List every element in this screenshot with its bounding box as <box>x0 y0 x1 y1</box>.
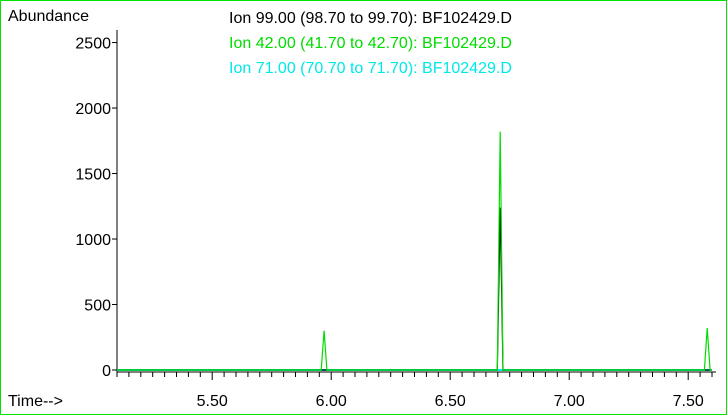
legend-entry-ion-71: Ion 71.00 (70.70 to 71.70): BF102429.D <box>229 60 512 77</box>
x-tick-label: 5.50 <box>197 393 228 410</box>
series-lines <box>117 131 712 371</box>
x-tick-label: 7.00 <box>554 393 585 410</box>
y-tick-label: 0 <box>102 363 111 380</box>
x-tick-label: 6.50 <box>435 393 466 410</box>
legend-entry-ion-99: Ion 99.00 (98.70 to 99.70): BF102429.D <box>229 10 512 27</box>
x-tick-label: 7.50 <box>673 393 704 410</box>
y-tick-label: 1500 <box>75 167 111 184</box>
series-line-ion-99 <box>117 207 712 371</box>
x-tick-label: 6.00 <box>316 393 347 410</box>
y-tick-label: 1000 <box>75 232 111 249</box>
axes: 0 500 1000 1500 2000 2500 5.50 6.00 6.50 7.00 7.50 <box>75 30 716 410</box>
series-line-ion-42 <box>117 131 712 371</box>
x-axis-label: Time--> <box>8 393 63 410</box>
y-axis-label: Abundance <box>8 8 89 25</box>
y-tick-label: 500 <box>84 298 111 315</box>
legend-entry-ion-42: Ion 42.00 (41.70 to 42.70): BF102429.D <box>229 35 512 52</box>
y-tick-label: 2000 <box>75 101 111 118</box>
y-tick-label: 2500 <box>75 36 111 53</box>
